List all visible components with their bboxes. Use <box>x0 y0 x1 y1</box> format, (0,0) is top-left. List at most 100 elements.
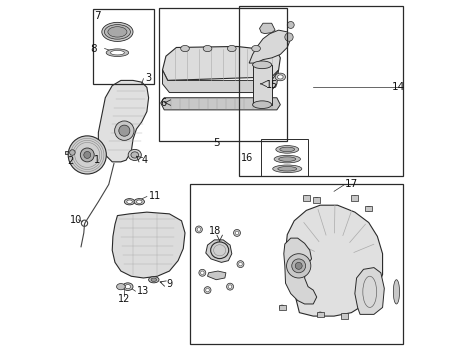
Ellipse shape <box>102 22 133 41</box>
Circle shape <box>366 206 371 211</box>
Circle shape <box>287 22 294 29</box>
Polygon shape <box>65 151 71 154</box>
Ellipse shape <box>279 157 296 161</box>
Ellipse shape <box>274 155 301 163</box>
Ellipse shape <box>106 49 128 56</box>
Circle shape <box>280 305 284 310</box>
Polygon shape <box>279 304 285 310</box>
Ellipse shape <box>125 285 131 289</box>
Circle shape <box>197 228 201 231</box>
Circle shape <box>239 262 242 266</box>
Ellipse shape <box>149 277 159 283</box>
Ellipse shape <box>181 45 189 52</box>
Bar <box>93 9 154 84</box>
Circle shape <box>353 196 357 201</box>
Polygon shape <box>303 196 310 201</box>
Circle shape <box>84 151 91 158</box>
Polygon shape <box>351 196 358 201</box>
Ellipse shape <box>393 280 400 304</box>
Text: 16: 16 <box>241 153 254 163</box>
Ellipse shape <box>127 200 132 204</box>
Ellipse shape <box>110 50 124 55</box>
Bar <box>190 184 403 344</box>
Polygon shape <box>163 70 279 93</box>
Text: 7: 7 <box>94 11 101 21</box>
Polygon shape <box>313 197 320 203</box>
Bar <box>239 6 403 176</box>
Circle shape <box>314 198 319 203</box>
Circle shape <box>285 33 293 41</box>
Ellipse shape <box>252 45 260 52</box>
Circle shape <box>287 254 311 278</box>
Text: 9: 9 <box>166 279 172 289</box>
Ellipse shape <box>134 199 145 205</box>
Circle shape <box>204 287 211 294</box>
Circle shape <box>227 283 234 290</box>
Ellipse shape <box>253 101 272 109</box>
Ellipse shape <box>131 152 138 158</box>
Polygon shape <box>249 30 291 63</box>
Ellipse shape <box>275 73 285 81</box>
Ellipse shape <box>278 75 283 79</box>
Polygon shape <box>206 240 232 262</box>
Polygon shape <box>112 212 185 278</box>
Ellipse shape <box>253 61 272 69</box>
Circle shape <box>295 262 302 269</box>
Bar <box>253 65 272 105</box>
Circle shape <box>304 196 309 201</box>
Polygon shape <box>341 313 348 319</box>
Bar <box>159 8 287 141</box>
Text: 15: 15 <box>266 80 278 90</box>
Polygon shape <box>355 268 384 314</box>
Text: 13: 13 <box>137 286 149 296</box>
Ellipse shape <box>117 284 125 290</box>
Text: 5: 5 <box>213 138 219 148</box>
Text: 11: 11 <box>149 191 161 201</box>
Polygon shape <box>260 23 275 34</box>
Circle shape <box>237 261 244 268</box>
Text: 8: 8 <box>90 44 97 54</box>
Text: 17: 17 <box>345 180 358 189</box>
Ellipse shape <box>151 278 156 282</box>
Circle shape <box>292 259 306 273</box>
Text: 12: 12 <box>118 294 130 304</box>
Circle shape <box>115 121 134 140</box>
Text: 10: 10 <box>70 215 82 225</box>
Polygon shape <box>317 311 324 317</box>
Text: 18: 18 <box>210 226 222 236</box>
Ellipse shape <box>280 147 295 152</box>
Text: 1: 1 <box>94 155 100 165</box>
Ellipse shape <box>273 165 302 173</box>
Polygon shape <box>163 46 280 80</box>
Polygon shape <box>284 238 317 304</box>
Polygon shape <box>161 98 280 110</box>
Bar <box>261 139 308 176</box>
Circle shape <box>68 136 106 174</box>
Circle shape <box>70 150 75 155</box>
Ellipse shape <box>108 27 127 37</box>
Text: 6: 6 <box>161 97 167 108</box>
Ellipse shape <box>203 45 212 52</box>
Text: 3: 3 <box>145 73 151 82</box>
Text: 14: 14 <box>392 82 405 92</box>
Text: 4: 4 <box>142 155 148 165</box>
Circle shape <box>234 229 240 236</box>
Polygon shape <box>208 271 226 280</box>
Circle shape <box>318 312 323 317</box>
Ellipse shape <box>278 167 297 171</box>
Circle shape <box>199 269 206 276</box>
Ellipse shape <box>276 145 299 153</box>
Polygon shape <box>285 205 383 316</box>
Polygon shape <box>99 80 149 162</box>
Circle shape <box>342 314 347 318</box>
Ellipse shape <box>104 25 130 39</box>
Circle shape <box>80 148 94 162</box>
Ellipse shape <box>228 45 236 52</box>
Ellipse shape <box>123 283 133 291</box>
Circle shape <box>228 285 232 288</box>
Circle shape <box>206 288 210 292</box>
Polygon shape <box>365 206 372 212</box>
Ellipse shape <box>137 200 142 204</box>
Text: 2: 2 <box>67 156 73 166</box>
Ellipse shape <box>128 149 141 160</box>
